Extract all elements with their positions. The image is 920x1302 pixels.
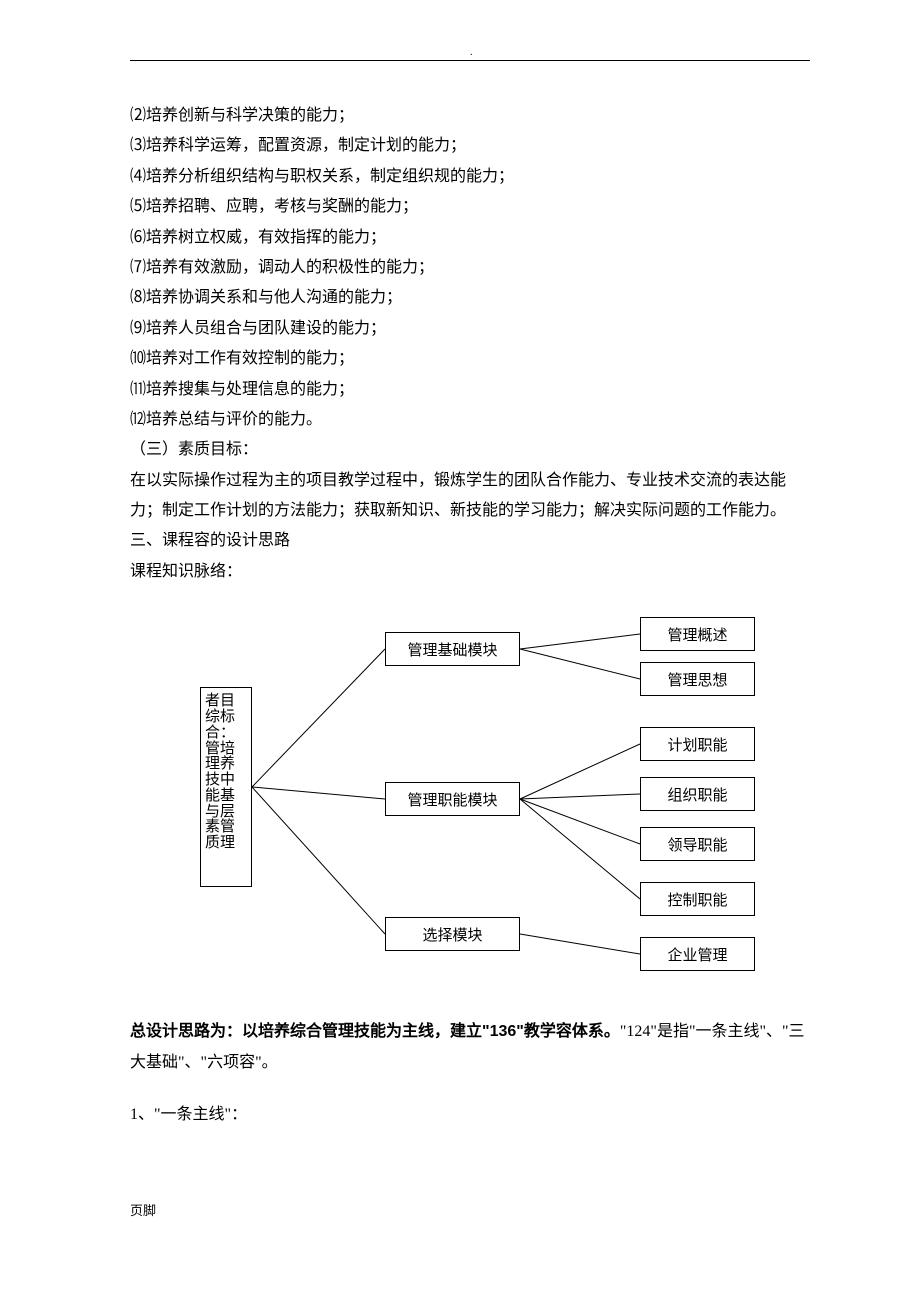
list-item: ⑼培养人员组合与团队建设的能力； bbox=[130, 314, 810, 344]
diagram-leaf-node: 管理思想 bbox=[640, 662, 755, 696]
list-item: ⑵培养创新与科学决策的能力； bbox=[130, 101, 810, 131]
list-item: ⑶培养科学运筹，配置资源，制定计划的能力； bbox=[130, 131, 810, 161]
diagram-leaf-node: 控制职能 bbox=[640, 882, 755, 916]
section-three-title: （三）素质目标： bbox=[130, 435, 810, 465]
list-item: ⑿培养总结与评价的能力。 bbox=[130, 405, 810, 435]
list-item: ⑹培养树立权威，有效指挥的能力； bbox=[130, 223, 810, 253]
diagram-leaf-node: 领导职能 bbox=[640, 827, 755, 861]
diagram-root-node: 者综合管理技能与素质 目标：培养中基层管理 bbox=[200, 687, 252, 887]
list-item: ⑺培养有效激励，调动人的积极性的能力； bbox=[130, 253, 810, 283]
point-one: 1、"一条主线"： bbox=[130, 1100, 810, 1130]
heading-three: 三、课程容的设计思路 bbox=[130, 526, 810, 556]
list-item: ⑻培养协调关系和与他人沟通的能力； bbox=[130, 283, 810, 313]
diagram-mid-node: 管理基础模块 bbox=[385, 632, 520, 666]
design-bold: 总设计思路为：以培养综合管理技能为主线，建立"136"教学容体系。 bbox=[130, 1023, 620, 1040]
header-rule bbox=[130, 60, 810, 61]
diagram-leaf-node: 企业管理 bbox=[640, 937, 755, 971]
subheading: 课程知识脉络： bbox=[130, 557, 810, 587]
section-three-body: 在以实际操作过程为主的项目教学过程中，锻炼学生的团队合作能力、专业技术交流的表达… bbox=[130, 466, 810, 527]
page-footer: 页脚 bbox=[130, 1200, 810, 1219]
list-item: ⑽培养对工作有效控制的能力； bbox=[130, 344, 810, 374]
diagram-mid-node: 选择模块 bbox=[385, 917, 520, 951]
design-paragraph: 总设计思路为：以培养综合管理技能为主线，建立"136"教学容体系。"124"是指… bbox=[130, 1017, 810, 1078]
course-structure-diagram: 者综合管理技能与素质 目标：培养中基层管理 管理基础模块 管理职能模块 选择模块… bbox=[130, 597, 810, 997]
list-item: ⑾培养搜集与处理信息的能力； bbox=[130, 375, 810, 405]
list-item: ⑸培养招聘、应聘，考核与奖酬的能力； bbox=[130, 192, 810, 222]
diagram-mid-node: 管理职能模块 bbox=[385, 782, 520, 816]
diagram-leaf-node: 组织职能 bbox=[640, 777, 755, 811]
diagram-leaf-node: 计划职能 bbox=[640, 727, 755, 761]
body-text-block: ⑵培养创新与科学决策的能力； ⑶培养科学运筹，配置资源，制定计划的能力； ⑷培养… bbox=[130, 101, 810, 587]
diagram-leaf-node: 管理概述 bbox=[640, 617, 755, 651]
list-item: ⑷培养分析组织结构与职权关系，制定组织规的能力； bbox=[130, 162, 810, 192]
document-page: ⑵培养创新与科学决策的能力； ⑶培养科学运筹，配置资源，制定计划的能力； ⑷培养… bbox=[0, 0, 920, 1259]
